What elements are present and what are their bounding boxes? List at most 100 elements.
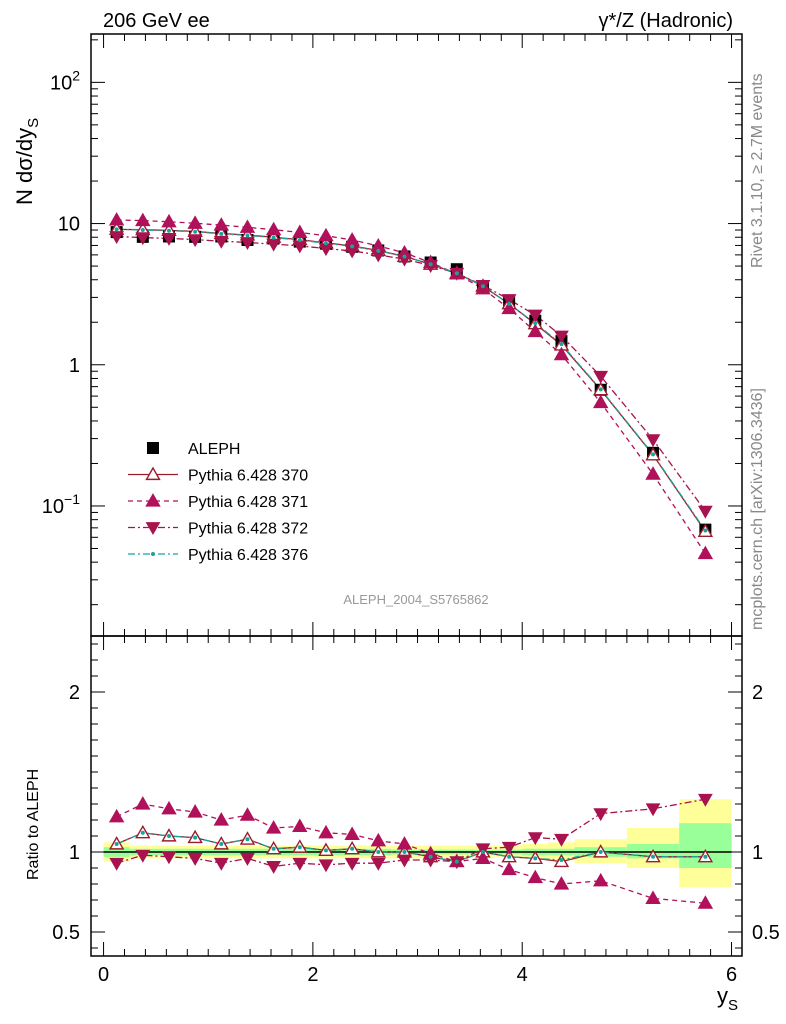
y-tick-label: 102 bbox=[50, 67, 80, 94]
ratio-point-pythia-6-428-371 bbox=[527, 869, 543, 884]
ratio-point-pythia-6-428-371 bbox=[265, 820, 282, 834]
main-point-pythia-6-428-376 bbox=[598, 387, 603, 392]
ratio-point-pythia-6-428-372 bbox=[109, 857, 125, 871]
main-point-pythia-6-428-371 bbox=[344, 232, 360, 246]
main-point-pythia-6-428-371 bbox=[135, 212, 151, 227]
main-point-pythia-6-428-371 bbox=[318, 227, 334, 242]
ratio-point-pythia-6-428-372 bbox=[161, 851, 177, 865]
main-point-pythia-6-428-376 bbox=[428, 262, 433, 267]
main-point-pythia-6-428-372 bbox=[213, 235, 229, 249]
ratio-point-pythia-6-428-371 bbox=[108, 808, 125, 823]
ratio-line-pythia-6-428-376 bbox=[116, 832, 706, 863]
ratio-point-pythia-6-428-371 bbox=[475, 850, 491, 864]
ratio-point-pythia-6-428-372 bbox=[501, 841, 517, 855]
ratio-point-pythia-6-428-376 bbox=[454, 859, 459, 864]
main-point-pythia-6-428-376 bbox=[480, 284, 485, 289]
main-point-pythia-6-428-372 bbox=[161, 233, 177, 246]
ratio-y-tick-label-right: 0.5 bbox=[752, 922, 780, 944]
ratio-point-pythia-6-428-376 bbox=[297, 845, 302, 850]
main-point-pythia-6-428-371 bbox=[292, 224, 308, 239]
ratio-point-pythia-6-428-376 bbox=[193, 835, 198, 840]
ratio-point-pythia-6-428-376 bbox=[428, 854, 433, 859]
ratio-point-pythia-6-428-376 bbox=[376, 850, 381, 854]
ratio-point-pythia-6-428-371 bbox=[645, 890, 661, 904]
ratio-point-pythia-6-428-372 bbox=[593, 808, 609, 822]
main-point-pythia-6-428-376 bbox=[651, 452, 656, 457]
ratio-point-pythia-6-428-372 bbox=[240, 853, 255, 866]
ratio-point-pythia-6-428-371 bbox=[592, 872, 609, 887]
legend: ALEPH Pythia 6.428 370 Pythia 6.428 371 Pyt… bbox=[128, 441, 308, 564]
ratio-y-tick-label: 2 bbox=[69, 682, 80, 704]
main-point-pythia-6-428-376 bbox=[166, 228, 171, 233]
ratio-y-tick-label-right: 2 bbox=[752, 682, 763, 704]
ratio-point-pythia-6-428-376 bbox=[219, 842, 224, 846]
ratio-point-pythia-6-428-371 bbox=[697, 895, 714, 909]
ratio-point-pythia-6-428-376 bbox=[114, 842, 119, 846]
legend-marker bbox=[145, 522, 161, 536]
main-point-pythia-6-428-376 bbox=[114, 227, 119, 232]
main-point-pythia-6-428-371 bbox=[592, 394, 609, 409]
rivet-version-note: Rivet 3.1.10, ≥ 2.7M events bbox=[749, 73, 766, 268]
ratio-point-pythia-6-428-371 bbox=[135, 796, 151, 810]
ratio-point-pythia-6-428-371 bbox=[213, 812, 230, 826]
main-point-pythia-6-428-371 bbox=[553, 346, 570, 361]
main-point-pythia-6-428-376 bbox=[376, 248, 381, 253]
legend-entry: Pythia 6.428 370 bbox=[188, 468, 308, 485]
main-line-pythia-6-428-370 bbox=[116, 228, 706, 532]
legend-marker bbox=[151, 552, 155, 556]
ratio-point-pythia-6-428-372 bbox=[554, 833, 569, 847]
main-point-pythia-6-428-376 bbox=[245, 233, 250, 238]
x-tick-label: 0 bbox=[98, 964, 109, 986]
main-y-axis-label: N dσ/dyS bbox=[12, 118, 42, 205]
series-markers bbox=[108, 212, 714, 909]
ratio-point-pythia-6-428-376 bbox=[166, 834, 171, 838]
legend-entry: Pythia 6.428 372 bbox=[188, 521, 308, 538]
ratio-point-pythia-6-428-372 bbox=[187, 853, 203, 866]
main-point-pythia-6-428-376 bbox=[454, 271, 459, 276]
ratio-point-pythia-6-428-376 bbox=[651, 854, 656, 859]
main-point-pythia-6-428-376 bbox=[271, 235, 276, 240]
ratio-point-pythia-6-428-372 bbox=[527, 832, 543, 846]
x-tick-label: 2 bbox=[307, 964, 318, 986]
main-point-pythia-6-428-371 bbox=[239, 219, 256, 233]
ratio-point-pythia-6-428-376 bbox=[323, 848, 328, 853]
ratio-point-pythia-6-428-371 bbox=[553, 876, 570, 890]
main-point-pythia-6-428-372 bbox=[698, 505, 713, 519]
y-tick-label: 1 bbox=[69, 355, 80, 377]
ratio-point-pythia-6-428-376 bbox=[559, 858, 564, 862]
ratio-point-pythia-6-428-371 bbox=[161, 800, 177, 815]
ratio-point-pythia-6-428-376 bbox=[271, 846, 276, 851]
ratio-y-tick-label: 0.5 bbox=[52, 922, 80, 944]
ratio-point-pythia-6-428-371 bbox=[318, 824, 334, 839]
y-tick-label: 10−1 bbox=[42, 491, 80, 518]
x-tick-label: 4 bbox=[517, 964, 528, 986]
ratio-point-pythia-6-428-372 bbox=[213, 857, 229, 871]
ratio-panel-frame bbox=[90, 635, 743, 957]
main-point-pythia-6-428-372 bbox=[593, 370, 609, 384]
ratio-point-pythia-6-428-376 bbox=[350, 846, 355, 851]
main-point-pythia-6-428-376 bbox=[350, 244, 355, 249]
x-tick-label: 6 bbox=[726, 964, 737, 986]
main-point-pythia-6-428-376 bbox=[297, 237, 302, 242]
ratio-point-pythia-6-428-372 bbox=[698, 793, 713, 807]
main-line-pythia-6-428-372 bbox=[116, 235, 706, 512]
ratio-y-tick-label: 1 bbox=[69, 842, 80, 864]
main-point-pythia-6-428-371 bbox=[213, 217, 230, 231]
ratio-point-pythia-6-428-376 bbox=[507, 854, 512, 859]
analysis-label: ALEPH_2004_S5765862 bbox=[343, 592, 488, 607]
legend-marker bbox=[145, 493, 161, 507]
legend-entry: ALEPH bbox=[188, 441, 240, 458]
ratio-point-pythia-6-428-372 bbox=[135, 849, 151, 863]
main-point-pythia-6-428-371 bbox=[645, 466, 661, 480]
legend-entry: Pythia 6.428 376 bbox=[188, 547, 308, 564]
ratio-y-axis-label: Ratio to ALEPH bbox=[25, 769, 42, 880]
main-point-pythia-6-428-372 bbox=[187, 234, 203, 248]
ratio-point-pythia-6-428-372 bbox=[397, 854, 412, 868]
x-axis-label: yS bbox=[717, 983, 738, 1014]
main-line-pythia-6-428-376 bbox=[116, 228, 706, 531]
main-point-pythia-6-428-376 bbox=[703, 528, 708, 533]
ratio-point-pythia-6-428-371 bbox=[292, 818, 308, 832]
ratio-point-pythia-6-428-371 bbox=[501, 861, 517, 876]
header-left: 206 GeV ee bbox=[103, 10, 210, 32]
main-point-pythia-6-428-371 bbox=[501, 300, 517, 315]
